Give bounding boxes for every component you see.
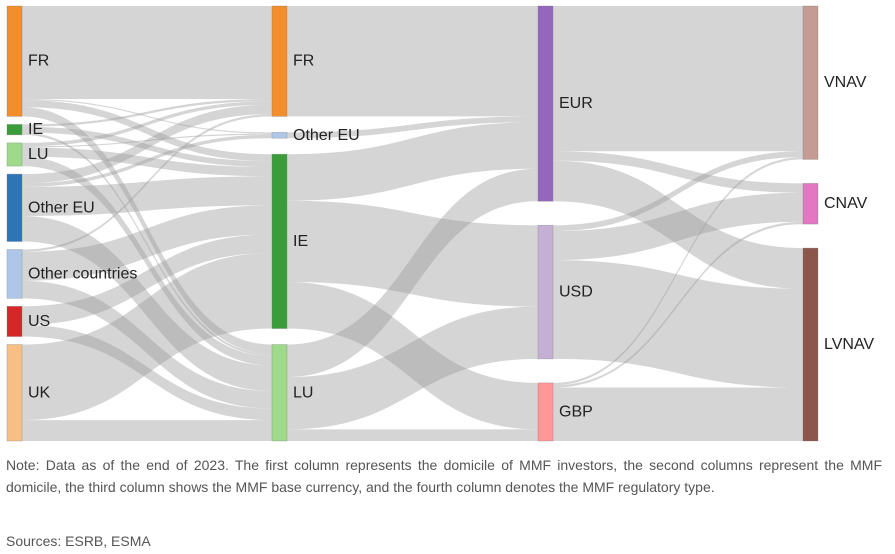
node-label-CNAV: CNAV — [824, 195, 868, 212]
link-GBP-to-LVNAV — [553, 387, 803, 441]
link-US_i-to-LU_d — [22, 324, 272, 421]
link-IE_d-to-GBP — [287, 282, 538, 430]
chart-note: Note: Data as of the end of 2023. The fi… — [6, 457, 882, 495]
link-OC_i-to-FR_d — [22, 114, 272, 252]
link-OEU_i-to-FR_d — [22, 104, 272, 184]
node-label-US_i: US — [28, 313, 50, 330]
link-EUR-to-VNAV — [553, 6, 803, 152]
node-USD — [537, 224, 554, 360]
link-OEU_d-to-EUR — [287, 116, 538, 139]
link-OEU_i-to-LU_d — [22, 215, 272, 392]
link-EUR-to-CNAV — [553, 151, 803, 193]
link-LU_i-to-OEU_d — [22, 133, 272, 148]
node-EUR — [537, 5, 554, 202]
node-FR_d — [271, 5, 288, 117]
link-FR_i-to-LU_d — [22, 107, 272, 354]
link-GBP-to-CNAV — [553, 221, 803, 388]
node-VNAV — [802, 5, 819, 160]
link-USD-to-VNAV — [553, 151, 803, 232]
link-US_i-to-IE_d — [22, 234, 272, 325]
link-EUR-to-LVNAV — [553, 160, 803, 289]
sankey-nodes — [6, 5, 819, 442]
node-OEU_d — [271, 132, 288, 139]
link-OC_i-to-LU_d — [22, 280, 272, 409]
node-label-LU_d: LU — [293, 384, 313, 401]
link-IE_d-to-USD — [287, 200, 538, 307]
node-label-OEU_d: Other EU — [293, 127, 360, 144]
link-OEU_i-to-IE_d — [22, 176, 272, 216]
node-LVNAV — [802, 247, 819, 442]
node-OEU_i — [6, 173, 23, 242]
node-LU_i — [6, 142, 23, 167]
link-USD-to-CNAV — [553, 192, 803, 261]
node-label-VNAV: VNAV — [824, 74, 867, 91]
link-LU_i-to-IE_d — [22, 147, 272, 177]
sankey-diagram: FR IE LU Other EU Other countries US UK FR Other… — [6, 5, 874, 442]
node-label-EUR: EUR — [559, 95, 593, 112]
node-label-OC_i: Other countries — [28, 265, 137, 282]
link-FR_i-to-FR_d — [22, 6, 272, 99]
node-LU_d — [271, 344, 288, 442]
link-FR_i-to-OEU_d — [22, 98, 272, 134]
link-IE_i-to-IE_d — [22, 126, 272, 167]
node-label-IE_d: IE — [293, 233, 308, 250]
link-IE_d-to-EUR — [287, 122, 538, 201]
link-USD-to-LVNAV — [553, 260, 803, 388]
node-IE_i — [6, 124, 23, 136]
node-label-GBP: GBP — [559, 403, 593, 420]
node-CNAV — [802, 183, 819, 225]
link-OC_i-to-IE_d — [22, 205, 272, 281]
node-label-IE_i: IE — [28, 121, 43, 138]
chart-sources: Sources: ESRB, ESMA — [6, 533, 151, 549]
node-IE_d — [271, 153, 288, 329]
node-GBP — [537, 382, 554, 442]
link-FR_d-to-EUR — [287, 6, 538, 117]
link-LU_d-to-USD — [287, 306, 538, 430]
link-GBP-to-VNAV — [553, 157, 803, 386]
link-UK_i-to-IE_d — [22, 253, 272, 421]
node-label-LU_i: LU — [28, 146, 48, 163]
node-label-USD: USD — [559, 284, 593, 301]
node-US_i — [6, 306, 23, 337]
link-LU_i-to-FR_d — [22, 101, 272, 147]
node-label-FR_d: FR — [293, 53, 314, 70]
sankey-links — [22, 6, 803, 441]
link-LU_d-to-EUR — [287, 168, 538, 378]
node-label-LVNAV: LVNAV — [824, 336, 874, 353]
link-FR_i-to-IE_d — [22, 100, 272, 162]
node-OC_i — [6, 249, 23, 299]
link-OEU_i-to-OEU_d — [22, 134, 272, 187]
link-LU_d-to-GBP — [287, 429, 538, 441]
node-label-FR_i: FR — [28, 53, 49, 70]
node-UK_i — [6, 344, 23, 442]
node-label-OEU_i: Other EU — [28, 199, 95, 216]
sankey-labels: FR IE LU Other EU Other countries US UK FR Other… — [28, 53, 874, 421]
link-LU_i-to-LU_d — [22, 156, 272, 366]
link-UK_i-to-LU_d — [22, 420, 272, 441]
node-label-UK_i: UK — [28, 384, 51, 401]
link-IE_i-to-FR_d — [22, 98, 272, 127]
node-FR_i — [6, 5, 23, 117]
link-IE_i-to-LU_d — [22, 132, 272, 357]
